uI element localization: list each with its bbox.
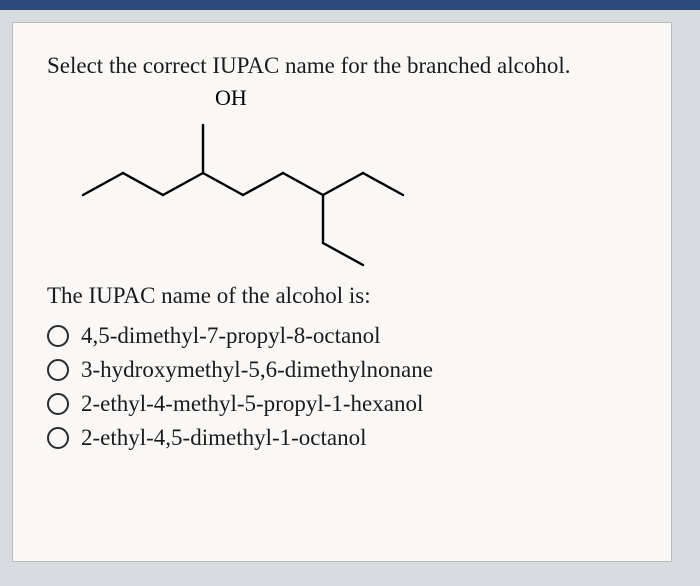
chemical-structure: OH — [53, 85, 473, 265]
option-label: 2-ethyl-4-methyl-5-propyl-1-hexanol — [81, 391, 423, 417]
radio-icon[interactable] — [47, 427, 69, 449]
svg-text:OH: OH — [215, 85, 247, 110]
radio-icon[interactable] — [47, 359, 69, 381]
option-label: 2-ethyl-4,5-dimethyl-1-octanol — [81, 425, 367, 451]
radio-icon[interactable] — [47, 325, 69, 347]
option-label: 3-hydroxymethyl-5,6-dimethylnonane — [81, 357, 433, 383]
top-band — [0, 0, 700, 10]
options-group: 4,5-dimethyl-7-propyl-8-octanol 3-hydrox… — [47, 323, 637, 451]
option-label: 4,5-dimethyl-7-propyl-8-octanol — [81, 323, 381, 349]
option-row[interactable]: 4,5-dimethyl-7-propyl-8-octanol — [47, 323, 637, 349]
question-prompt: Select the correct IUPAC name for the br… — [47, 53, 637, 79]
answer-lead-in: The IUPAC name of the alcohol is: — [47, 283, 637, 309]
radio-icon[interactable] — [47, 393, 69, 415]
option-row[interactable]: 2-ethyl-4-methyl-5-propyl-1-hexanol — [47, 391, 637, 417]
option-row[interactable]: 2-ethyl-4,5-dimethyl-1-octanol — [47, 425, 637, 451]
question-card: Select the correct IUPAC name for the br… — [12, 22, 672, 562]
option-row[interactable]: 3-hydroxymethyl-5,6-dimethylnonane — [47, 357, 637, 383]
